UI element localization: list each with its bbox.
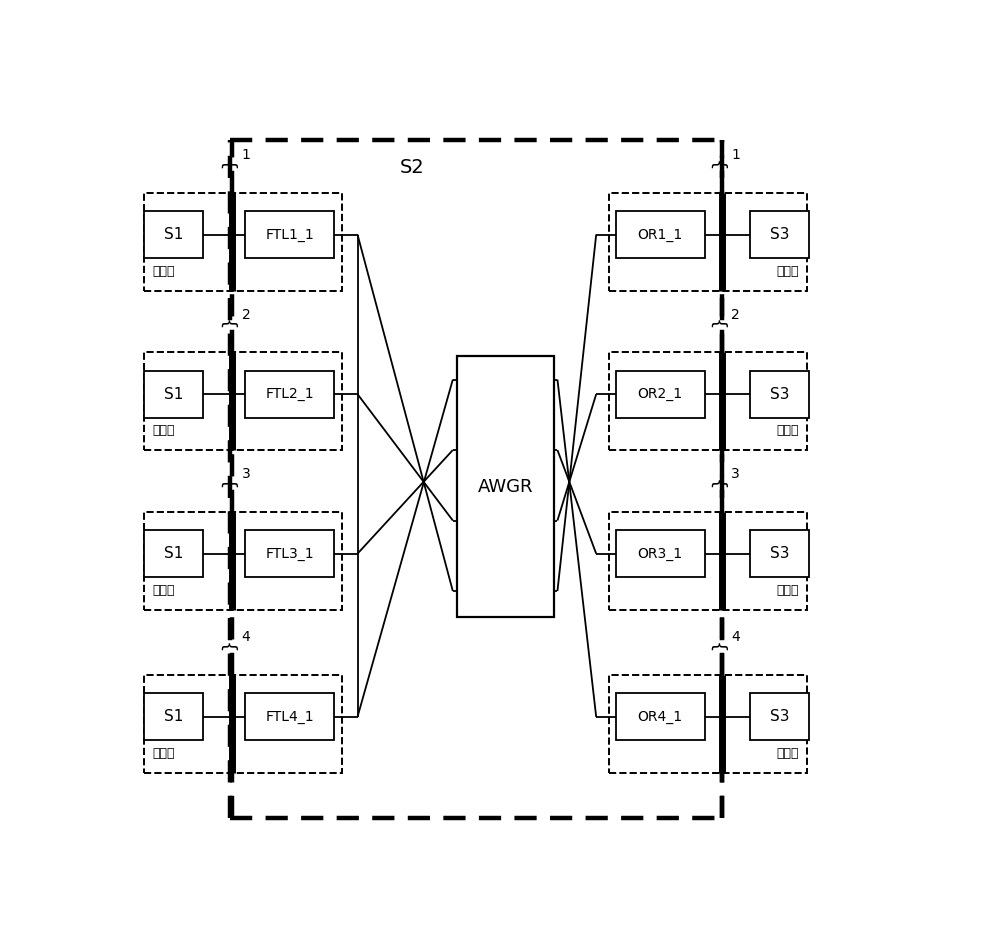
Bar xyxy=(750,693,809,740)
Bar xyxy=(245,211,334,258)
Text: {: { xyxy=(707,159,725,171)
Text: OR3_1: OR3_1 xyxy=(638,546,683,560)
Text: {: { xyxy=(217,642,235,654)
Text: FTL4_1: FTL4_1 xyxy=(265,710,314,723)
Text: {: { xyxy=(707,319,725,331)
Bar xyxy=(616,693,705,740)
Bar xyxy=(245,693,334,740)
Text: 线路框: 线路框 xyxy=(152,747,175,760)
Text: 线路框: 线路框 xyxy=(777,747,799,760)
Bar xyxy=(609,512,807,609)
Text: S1: S1 xyxy=(164,546,183,561)
Bar xyxy=(616,530,705,577)
Text: 1: 1 xyxy=(241,148,250,162)
Text: 线路框: 线路框 xyxy=(152,265,175,278)
Text: 线路框: 线路框 xyxy=(152,424,175,437)
Bar xyxy=(609,675,807,773)
Text: S1: S1 xyxy=(164,227,183,242)
Bar xyxy=(245,370,334,417)
Text: OR4_1: OR4_1 xyxy=(638,710,683,723)
Text: S1: S1 xyxy=(164,709,183,724)
Bar xyxy=(616,211,705,258)
Bar xyxy=(616,370,705,417)
Bar xyxy=(144,675,342,773)
Text: 线路框: 线路框 xyxy=(152,584,175,597)
Text: 线路框: 线路框 xyxy=(777,584,799,597)
Text: FTL1_1: FTL1_1 xyxy=(265,228,314,241)
Bar xyxy=(144,352,342,450)
Bar xyxy=(144,193,342,291)
Text: {: { xyxy=(217,319,235,331)
Text: {: { xyxy=(707,642,725,654)
Bar xyxy=(609,352,807,450)
Text: S3: S3 xyxy=(770,709,789,724)
Text: 线路框: 线路框 xyxy=(777,265,799,278)
Text: 2: 2 xyxy=(242,308,250,321)
Text: S3: S3 xyxy=(770,227,789,242)
Text: 3: 3 xyxy=(731,467,740,481)
Text: S3: S3 xyxy=(770,386,789,401)
Text: 线路框: 线路框 xyxy=(777,424,799,437)
Text: 4: 4 xyxy=(731,630,740,644)
Bar xyxy=(245,530,334,577)
Text: S3: S3 xyxy=(770,546,789,561)
Text: 2: 2 xyxy=(731,308,740,321)
Text: {: { xyxy=(217,479,235,490)
Text: OR1_1: OR1_1 xyxy=(638,228,683,241)
Text: 4: 4 xyxy=(242,630,250,644)
Text: {: { xyxy=(707,479,725,490)
Text: S2: S2 xyxy=(399,158,424,177)
Text: {: { xyxy=(217,159,235,171)
Text: AWGR: AWGR xyxy=(477,478,533,495)
Bar xyxy=(750,211,809,258)
Text: 3: 3 xyxy=(242,467,250,481)
Bar xyxy=(457,356,554,617)
Text: OR2_1: OR2_1 xyxy=(638,387,683,401)
Bar xyxy=(144,370,202,417)
Bar xyxy=(144,512,342,609)
Bar xyxy=(750,370,809,417)
Text: 1: 1 xyxy=(731,148,740,162)
Text: FTL3_1: FTL3_1 xyxy=(265,546,314,560)
Bar xyxy=(144,530,202,577)
Text: S1: S1 xyxy=(164,386,183,401)
Text: FTL2_1: FTL2_1 xyxy=(265,387,314,401)
Bar xyxy=(144,211,202,258)
Bar xyxy=(750,530,809,577)
Bar xyxy=(144,693,202,740)
Bar xyxy=(609,193,807,291)
